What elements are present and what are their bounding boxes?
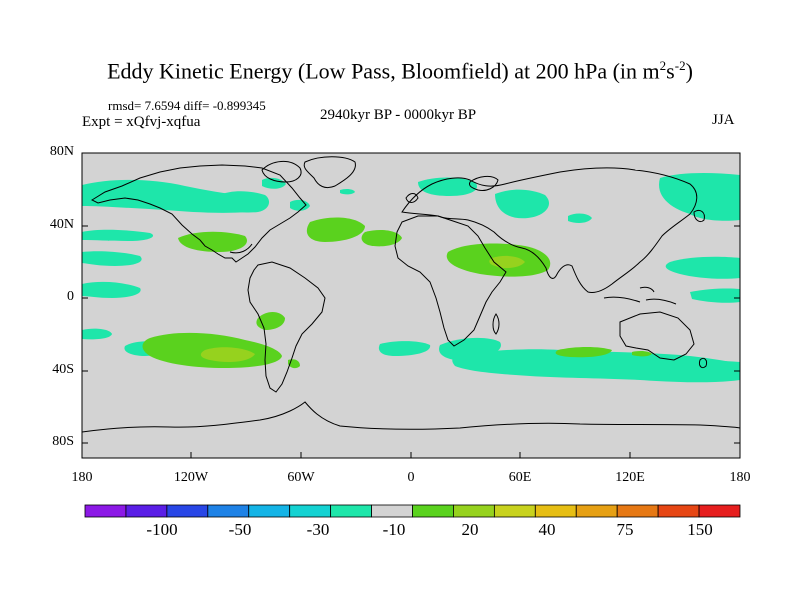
colorbar-label-1: -100	[146, 520, 178, 539]
title-exponent-1: 2	[659, 58, 667, 73]
coastlines	[82, 156, 740, 433]
colorbar-swatch	[371, 504, 413, 518]
colorbar-swatch	[248, 504, 291, 518]
lat-label-80s: 80S	[52, 434, 74, 449]
colorbar-swatch	[493, 504, 536, 518]
colorbar-swatch	[412, 504, 454, 518]
colorbar-label-6: 40	[538, 520, 556, 539]
colorbar-swatch	[657, 504, 700, 518]
colorbar-label-3: -30	[306, 520, 330, 539]
colorbar-label-7: 75	[616, 520, 634, 539]
colorbar-label-4: -10	[382, 520, 406, 539]
colorbar-swatch	[575, 504, 618, 518]
colorbar-label-2: -50	[228, 520, 252, 539]
colorbar-label-5: 20	[461, 520, 479, 539]
lon-label-180e: 180	[729, 470, 751, 485]
lat-label-80n: 80N	[49, 144, 74, 159]
lon-label-0: 0	[407, 470, 415, 485]
lon-label-120e: 120E	[615, 470, 645, 485]
map-title: Eddy Kinetic Energy (Low Pass, Bloomfiel…	[0, 58, 800, 84]
experiment-label: Expt = xQfvj-xqfua	[82, 114, 201, 130]
colorbar-swatch	[84, 504, 127, 518]
lon-label-180w: 180	[71, 470, 93, 485]
lon-label-120w: 120W	[173, 470, 209, 485]
title-end: )	[685, 58, 693, 84]
colorbar	[84, 504, 741, 518]
colorbar-swatch	[330, 504, 372, 518]
colorbar-swatch	[289, 504, 332, 518]
lat-label-40n: 40N	[49, 217, 74, 232]
lat-label-40s: 40S	[52, 362, 74, 377]
colorbar-swatch	[534, 504, 577, 518]
colorbar-swatch	[698, 504, 741, 518]
lon-label-60w: 60W	[287, 470, 315, 485]
colorbar-swatch	[453, 504, 495, 518]
stats-label: rmsd= 7.6594 diff= -0.899345	[108, 98, 266, 113]
season-label: JJA	[712, 112, 735, 128]
period-label: 2940kyr BP - 0000kyr BP	[320, 107, 477, 123]
axis-ticks	[82, 152, 740, 458]
colorbar-swatch	[125, 504, 168, 518]
title-main: Eddy Kinetic Energy (Low Pass, Bloomfiel…	[107, 58, 660, 84]
anomaly-fields	[82, 156, 740, 433]
colorbar-label-8: 150	[687, 520, 713, 539]
colorbar-swatch	[207, 504, 250, 518]
title-mid: s	[666, 58, 675, 84]
colorbar-swatch	[166, 504, 209, 518]
lon-label-60e: 60E	[508, 470, 532, 485]
lat-label-0: 0	[67, 289, 74, 304]
colorbar-swatch	[616, 504, 659, 518]
title-exponent-2: -2	[674, 58, 686, 73]
